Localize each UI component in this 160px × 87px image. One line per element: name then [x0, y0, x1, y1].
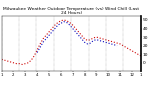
Title: Milwaukee Weather Outdoor Temperature (vs) Wind Chill (Last 24 Hours): Milwaukee Weather Outdoor Temperature (v…	[3, 7, 139, 15]
